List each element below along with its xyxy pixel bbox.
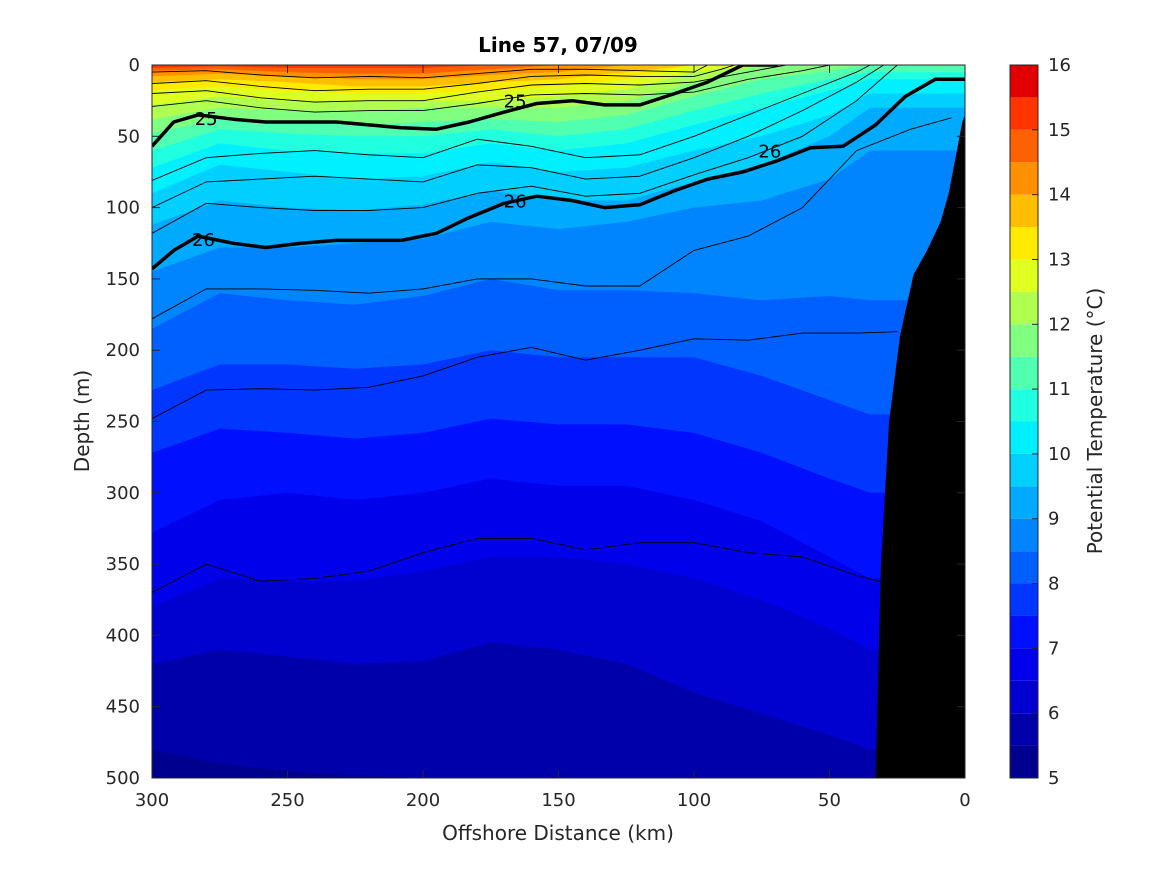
seafloor-polygon bbox=[875, 114, 965, 778]
colorbar-tick-label: 6 bbox=[1048, 703, 1059, 724]
colorbar-swatch bbox=[1010, 324, 1038, 357]
isotherm-line bbox=[152, 65, 830, 113]
colorbar-tick-label: 10 bbox=[1048, 444, 1071, 465]
colorbar-swatch bbox=[1010, 356, 1038, 390]
y-tick-label: 500 bbox=[106, 768, 140, 789]
y-tick-label: 100 bbox=[106, 198, 140, 219]
density-label-26: 26 bbox=[504, 191, 527, 212]
y-tick-label: 200 bbox=[106, 340, 140, 361]
colorbar-swatch bbox=[1010, 680, 1038, 714]
density-label-text: 26 bbox=[192, 230, 215, 251]
density-contour-lines bbox=[152, 65, 965, 271]
chart-title: Line 57, 07/09 bbox=[478, 33, 638, 57]
x-tick-label: 50 bbox=[818, 790, 841, 811]
isotherm-line bbox=[152, 65, 871, 181]
colorbar-swatch bbox=[1010, 583, 1038, 616]
colorbar-swatch bbox=[1010, 518, 1038, 552]
colorbar-swatch bbox=[1010, 615, 1038, 649]
seafloor-topography bbox=[875, 114, 965, 778]
isotherm-line bbox=[152, 65, 708, 79]
colorbar-frame bbox=[1009, 64, 1039, 779]
colorbar-tick-label: 16 bbox=[1048, 55, 1071, 76]
density-label-text: 25 bbox=[504, 92, 527, 113]
density-label-26: 26 bbox=[758, 142, 781, 163]
y-tick-label: 450 bbox=[106, 697, 140, 718]
density-label-text: 25 bbox=[195, 109, 218, 130]
y-axis-label: Depth (m) bbox=[70, 370, 94, 472]
colorbar-swatch bbox=[1010, 259, 1038, 292]
y-tick-label: 0 bbox=[129, 55, 140, 76]
x-tick-label: 150 bbox=[541, 790, 575, 811]
x-axis-ticks: 300 250 200 150 100 50 0 bbox=[135, 65, 971, 811]
isotherm-line bbox=[152, 537, 884, 593]
x-tick-label: 100 bbox=[677, 790, 711, 811]
y-tick-label: 50 bbox=[117, 126, 140, 147]
density-label-25: 25 bbox=[504, 92, 527, 113]
colorbar-swatch bbox=[1010, 227, 1038, 260]
colorbar-tick-label: 12 bbox=[1048, 314, 1071, 335]
colorbar-tick-label: 5 bbox=[1048, 768, 1059, 789]
colorbar-swatch bbox=[1010, 194, 1038, 228]
isotherm-line bbox=[152, 331, 898, 419]
temperature-fill-bands bbox=[152, 65, 965, 778]
x-tick-label: 200 bbox=[406, 790, 440, 811]
colorbar-tick-label: 7 bbox=[1048, 638, 1059, 659]
band-t15 bbox=[152, 65, 965, 68]
colorbar-swatch bbox=[1010, 97, 1038, 130]
y-tick-label: 250 bbox=[106, 412, 140, 433]
y-axis-ticks: 0 50 100 150 200 250 300 350 400 450 500 bbox=[106, 55, 965, 789]
colorbar-swatch bbox=[1010, 129, 1038, 163]
y-tick-label: 350 bbox=[106, 554, 140, 575]
density-label-text: 26 bbox=[504, 191, 527, 212]
density-contour-25 bbox=[152, 65, 778, 148]
colorbar-swatch bbox=[1010, 551, 1038, 584]
x-tick-label: 300 bbox=[135, 790, 169, 811]
colorbar-swatch bbox=[1010, 486, 1038, 519]
colorbar-swatch bbox=[1010, 291, 1038, 325]
colorbar-tick-label: 14 bbox=[1048, 185, 1071, 206]
y-tick-label: 300 bbox=[106, 483, 140, 504]
isotherm-line bbox=[152, 65, 735, 92]
x-tick-label: 0 bbox=[959, 790, 970, 811]
y-tick-label: 150 bbox=[106, 269, 140, 290]
colorbar-tick-label: 9 bbox=[1048, 509, 1059, 530]
colorbar-swatch bbox=[1010, 65, 1038, 98]
contour-labels: 25 25 26 26 26 bbox=[192, 92, 781, 251]
isotherm-contour-lines bbox=[152, 65, 952, 593]
isotherm-line bbox=[152, 65, 884, 209]
density-label-25: 25 bbox=[195, 109, 218, 130]
density-label-26: 26 bbox=[192, 230, 215, 251]
colorbar-tick-label: 11 bbox=[1048, 379, 1071, 400]
x-tick-label: 250 bbox=[270, 790, 304, 811]
colorbar-swatch bbox=[1010, 713, 1038, 746]
colorbar-label: Potential Temperature (°C) bbox=[1083, 288, 1107, 555]
isotherm-line bbox=[152, 117, 952, 320]
colorbar-tick-label: 15 bbox=[1048, 120, 1071, 141]
colorbar-tick-label: 8 bbox=[1048, 574, 1059, 595]
colorbar-swatch bbox=[1010, 745, 1038, 778]
colorbar-swatch bbox=[1010, 453, 1038, 487]
y-tick-label: 400 bbox=[106, 625, 140, 646]
isotherm-line bbox=[152, 65, 898, 234]
colorbar-swatch bbox=[1010, 648, 1038, 681]
density-contour-26 bbox=[152, 77, 965, 271]
density-label-text: 26 bbox=[758, 142, 781, 163]
colorbar-swatch bbox=[1010, 162, 1038, 195]
colorbar-tick-label: 13 bbox=[1048, 249, 1071, 270]
colorbar-swatch bbox=[1010, 421, 1038, 454]
x-axis-label: Offshore Distance (km) bbox=[442, 821, 674, 845]
colorbar-swatch bbox=[1010, 389, 1038, 422]
colorbar: 16 15 14 13 12 11 10 9 8 7 6 5 bbox=[1009, 55, 1071, 789]
isotherm-line bbox=[152, 65, 787, 103]
